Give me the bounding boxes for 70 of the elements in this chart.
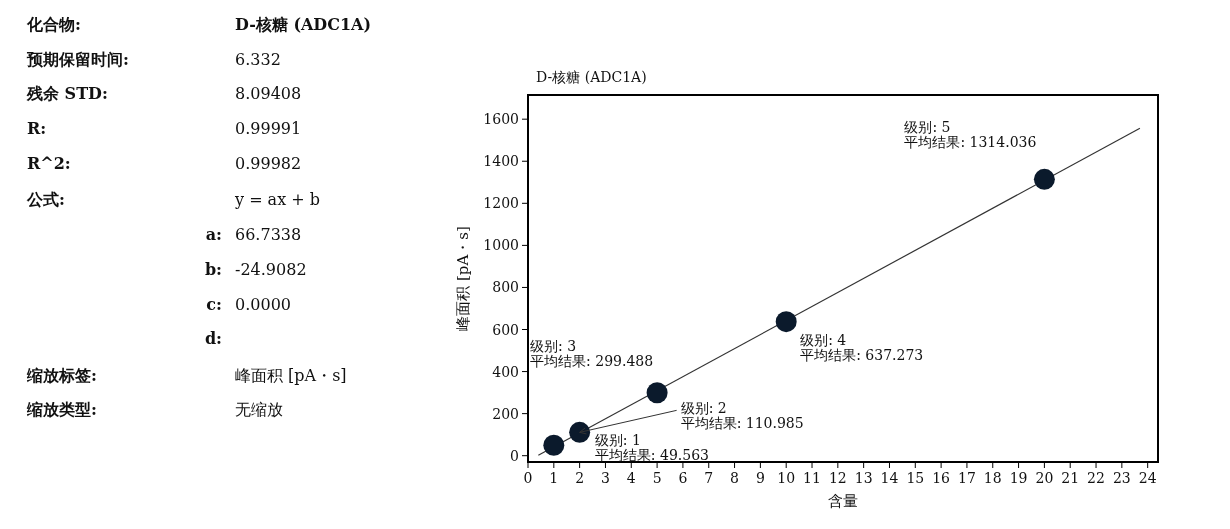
text: y = ax + b: [234, 190, 320, 209]
y-tick-label: 1200: [483, 195, 519, 212]
x-tick-label: 14: [880, 470, 899, 486]
x-tick-label: 4: [626, 470, 636, 486]
y-tick-label: 1400: [483, 153, 519, 170]
point: [646, 382, 668, 404]
x-tick-label: 19: [1009, 470, 1028, 486]
x-tick-label: 17: [958, 470, 976, 486]
annotation: 级别: 1 平均结果: 49.563: [594, 432, 709, 464]
x-tick-label: 21: [1061, 470, 1080, 486]
x-tick-label: 18: [983, 470, 1002, 486]
chart-title: D-核糖 (ADC1A): [536, 69, 647, 85]
x-tick-label: 2: [575, 470, 585, 486]
x-tick-label: 7: [704, 470, 714, 486]
y-tick-label: 0: [510, 447, 519, 464]
y-axis-title: 峰面积 [pA・s]: [454, 226, 472, 331]
x-tick-label: 8: [730, 470, 740, 486]
x-tick-label: 22: [1087, 470, 1105, 486]
text: 6.332: [235, 50, 281, 69]
y-tick-label: 1000: [483, 237, 519, 254]
point: [543, 434, 565, 456]
y-tick-label: 1600: [483, 111, 519, 128]
text: a:: [205, 225, 222, 244]
x-tick-label: 23: [1112, 470, 1131, 486]
x-tick-label: 6: [678, 470, 688, 486]
text: 化合物:: [26, 15, 81, 34]
x-tick-label: 3: [601, 470, 610, 486]
x-tick-label: 0: [523, 470, 533, 486]
text: c:: [206, 295, 222, 314]
text: 残余 STD:: [26, 84, 108, 103]
text: 0.0000: [235, 295, 291, 314]
text: 公式:: [26, 190, 65, 209]
text: -24.9082: [235, 260, 307, 279]
x-axis-title: 含量: [828, 492, 858, 510]
y-tick-label: 800: [492, 279, 519, 296]
text: 缩放类型:: [26, 400, 97, 419]
x-tick-label: 10: [777, 470, 796, 486]
text: 0.99982: [235, 154, 302, 173]
text: 缩放标签:: [26, 366, 97, 385]
x-tick-label: 13: [854, 470, 873, 486]
point: [1033, 168, 1055, 190]
text: D-核糖 (ADC1A): [235, 15, 372, 34]
text: 峰面积 [pA・s]: [235, 366, 347, 385]
x-tick-label: 16: [932, 470, 951, 486]
x-tick-label: 20: [1035, 470, 1054, 486]
text: 无缩放: [235, 400, 283, 419]
x-tick-label: 11: [803, 470, 821, 486]
annotation: 级别: 2 平均结果: 110.985: [680, 400, 804, 432]
x-tick-label: 24: [1138, 470, 1157, 486]
y-tick-label: 200: [492, 405, 519, 422]
text: b:: [204, 260, 222, 279]
text: R^2:: [27, 154, 71, 173]
text: 66.7338: [235, 225, 302, 244]
text: 0.99991: [235, 119, 302, 138]
x-tick-label: 15: [906, 470, 925, 486]
y-tick-label: 600: [492, 321, 519, 338]
annotation: 级别: 4 平均结果: 637.273: [800, 331, 924, 363]
text: d:: [204, 329, 222, 348]
annotation: 级别: 3 平均结果: 299.488: [530, 337, 654, 369]
point: [775, 311, 797, 333]
text: 预期保留时间:: [26, 50, 129, 69]
x-tick-label: 12: [828, 470, 847, 486]
text: R:: [27, 119, 47, 138]
y-tick-label: 400: [492, 363, 519, 380]
x-tick-label: 9: [755, 470, 765, 486]
x-tick-label: 5: [652, 470, 662, 486]
x-tick-label: 1: [549, 470, 559, 486]
annotation: 级别: 5 平均结果: 1314.036: [904, 119, 1037, 151]
text: 8.09408: [235, 84, 302, 103]
point: [569, 421, 591, 443]
